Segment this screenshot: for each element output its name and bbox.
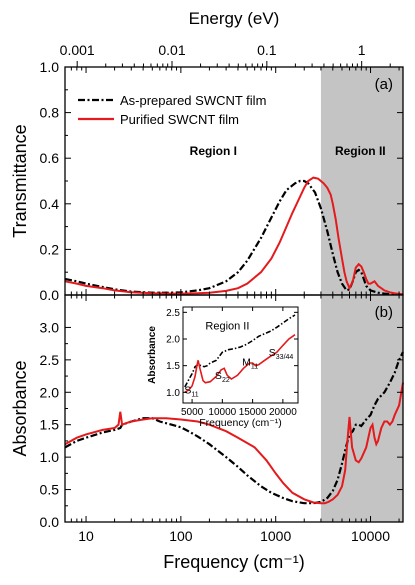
y-tick-label: 0.4 [40, 196, 60, 212]
inset-series-purified-line [184, 334, 296, 393]
y-tick-label: 0.5 [40, 482, 60, 498]
inset-plot: 1.0 1.5 2.0 2.5 5000 10000 15000 20000Frequency… [147, 306, 299, 429]
inset-x-tick-label: 10000 [208, 407, 236, 418]
panel-label: (b) [375, 304, 393, 321]
y-tick-label: 2.5 [40, 352, 60, 368]
x-tick-label: 1000 [260, 528, 291, 544]
y-tick-label: 0.8 [40, 105, 60, 121]
x-tick-label: 10 [78, 528, 94, 544]
inset-peak-label-main: M [242, 357, 251, 369]
top-axis-title: Energy (eV) [189, 9, 280, 28]
inset-peak-label: S33/44 [269, 347, 294, 361]
inset-peak-label-sub: 33/44 [276, 354, 294, 361]
panel-b: 0.0 0.5 1.0 1.5 2.0 2.5 3.0 (b) 10 100 1000 10000 Ab… [10, 294, 404, 572]
legend-entry: Purified SWCNT film [120, 112, 239, 127]
series-purified-line [64, 176, 404, 296]
inset-y-tick-label: 2.0 [166, 335, 180, 346]
inset-peak-label: S22 [215, 370, 230, 384]
inset-y-tick-label: 2.5 [166, 308, 180, 319]
y-tick-label: 1.0 [40, 59, 60, 75]
inset-x-tick-label: 5000 [181, 407, 204, 418]
inset-x-axis-title: Frequency (cm⁻¹) [199, 417, 282, 429]
y-tick-label: 3.0 [40, 319, 60, 335]
inset-peak-label-main: S [215, 370, 222, 382]
y-tick-label: 1.5 [40, 417, 60, 433]
y-axis-title: Absorbance [10, 360, 30, 456]
inset-background [183, 307, 298, 403]
inset-peak-label-sub: 22 [222, 377, 230, 384]
y-tick-label: 0.6 [40, 150, 60, 166]
region-annotation: Region II [335, 144, 386, 158]
inset-peak-label-sub: 11 [191, 391, 198, 398]
y-tick-label: 1.0 [40, 449, 60, 465]
inset-title: Region II [205, 320, 249, 332]
inset-peak-label: S11 [184, 384, 198, 398]
top-axis-tick-label: 0.01 [158, 42, 185, 58]
y-tick-label: 0.2 [40, 241, 60, 257]
plot-frame [64, 294, 404, 523]
series-purified-line [64, 382, 404, 505]
inset-frame [182, 306, 299, 404]
inset-peak-label-sub: 11 [251, 364, 258, 371]
y-axis-title: Transmittance [10, 124, 30, 237]
x-tick-label: 10000 [351, 528, 390, 544]
top-axis-tick-label: 1 [358, 42, 366, 58]
x-axis-title: Frequency (cm⁻¹) [163, 552, 305, 572]
inset-y-axis-title: Absorbance [147, 326, 158, 384]
region-annotation: Region I [190, 144, 237, 158]
y-tick-label: 0.0 [40, 514, 60, 530]
inset-x-tick-label: 20000 [269, 407, 297, 418]
y-tick-label: 2.0 [40, 384, 60, 400]
y-tick-label: 0.0 [40, 287, 60, 303]
inset-y-tick-label: 1.5 [166, 361, 180, 372]
shaded-region-ii [320, 67, 403, 295]
panel-a: 0.0 0.2 0.4 0.6 0.8 1.0 (a) 0.001 0.01 0.1 1 Energy… [10, 9, 404, 303]
inset-y-tick-label: 1.0 [166, 388, 180, 399]
legend-entry: As-prepared SWCNT film [120, 93, 266, 108]
inset-peak-label-main: S [184, 384, 191, 396]
top-axis-tick-label: 0.001 [60, 42, 95, 58]
shaded-region-ii [320, 295, 403, 522]
inset-peak-label: M11 [242, 357, 258, 371]
x-tick-label: 100 [169, 528, 193, 544]
inset-x-tick-label: 15000 [239, 407, 267, 418]
inset-peak-label-main: S [269, 347, 276, 359]
panel-label: (a) [375, 76, 393, 93]
top-axis-tick-label: 0.1 [257, 42, 277, 58]
